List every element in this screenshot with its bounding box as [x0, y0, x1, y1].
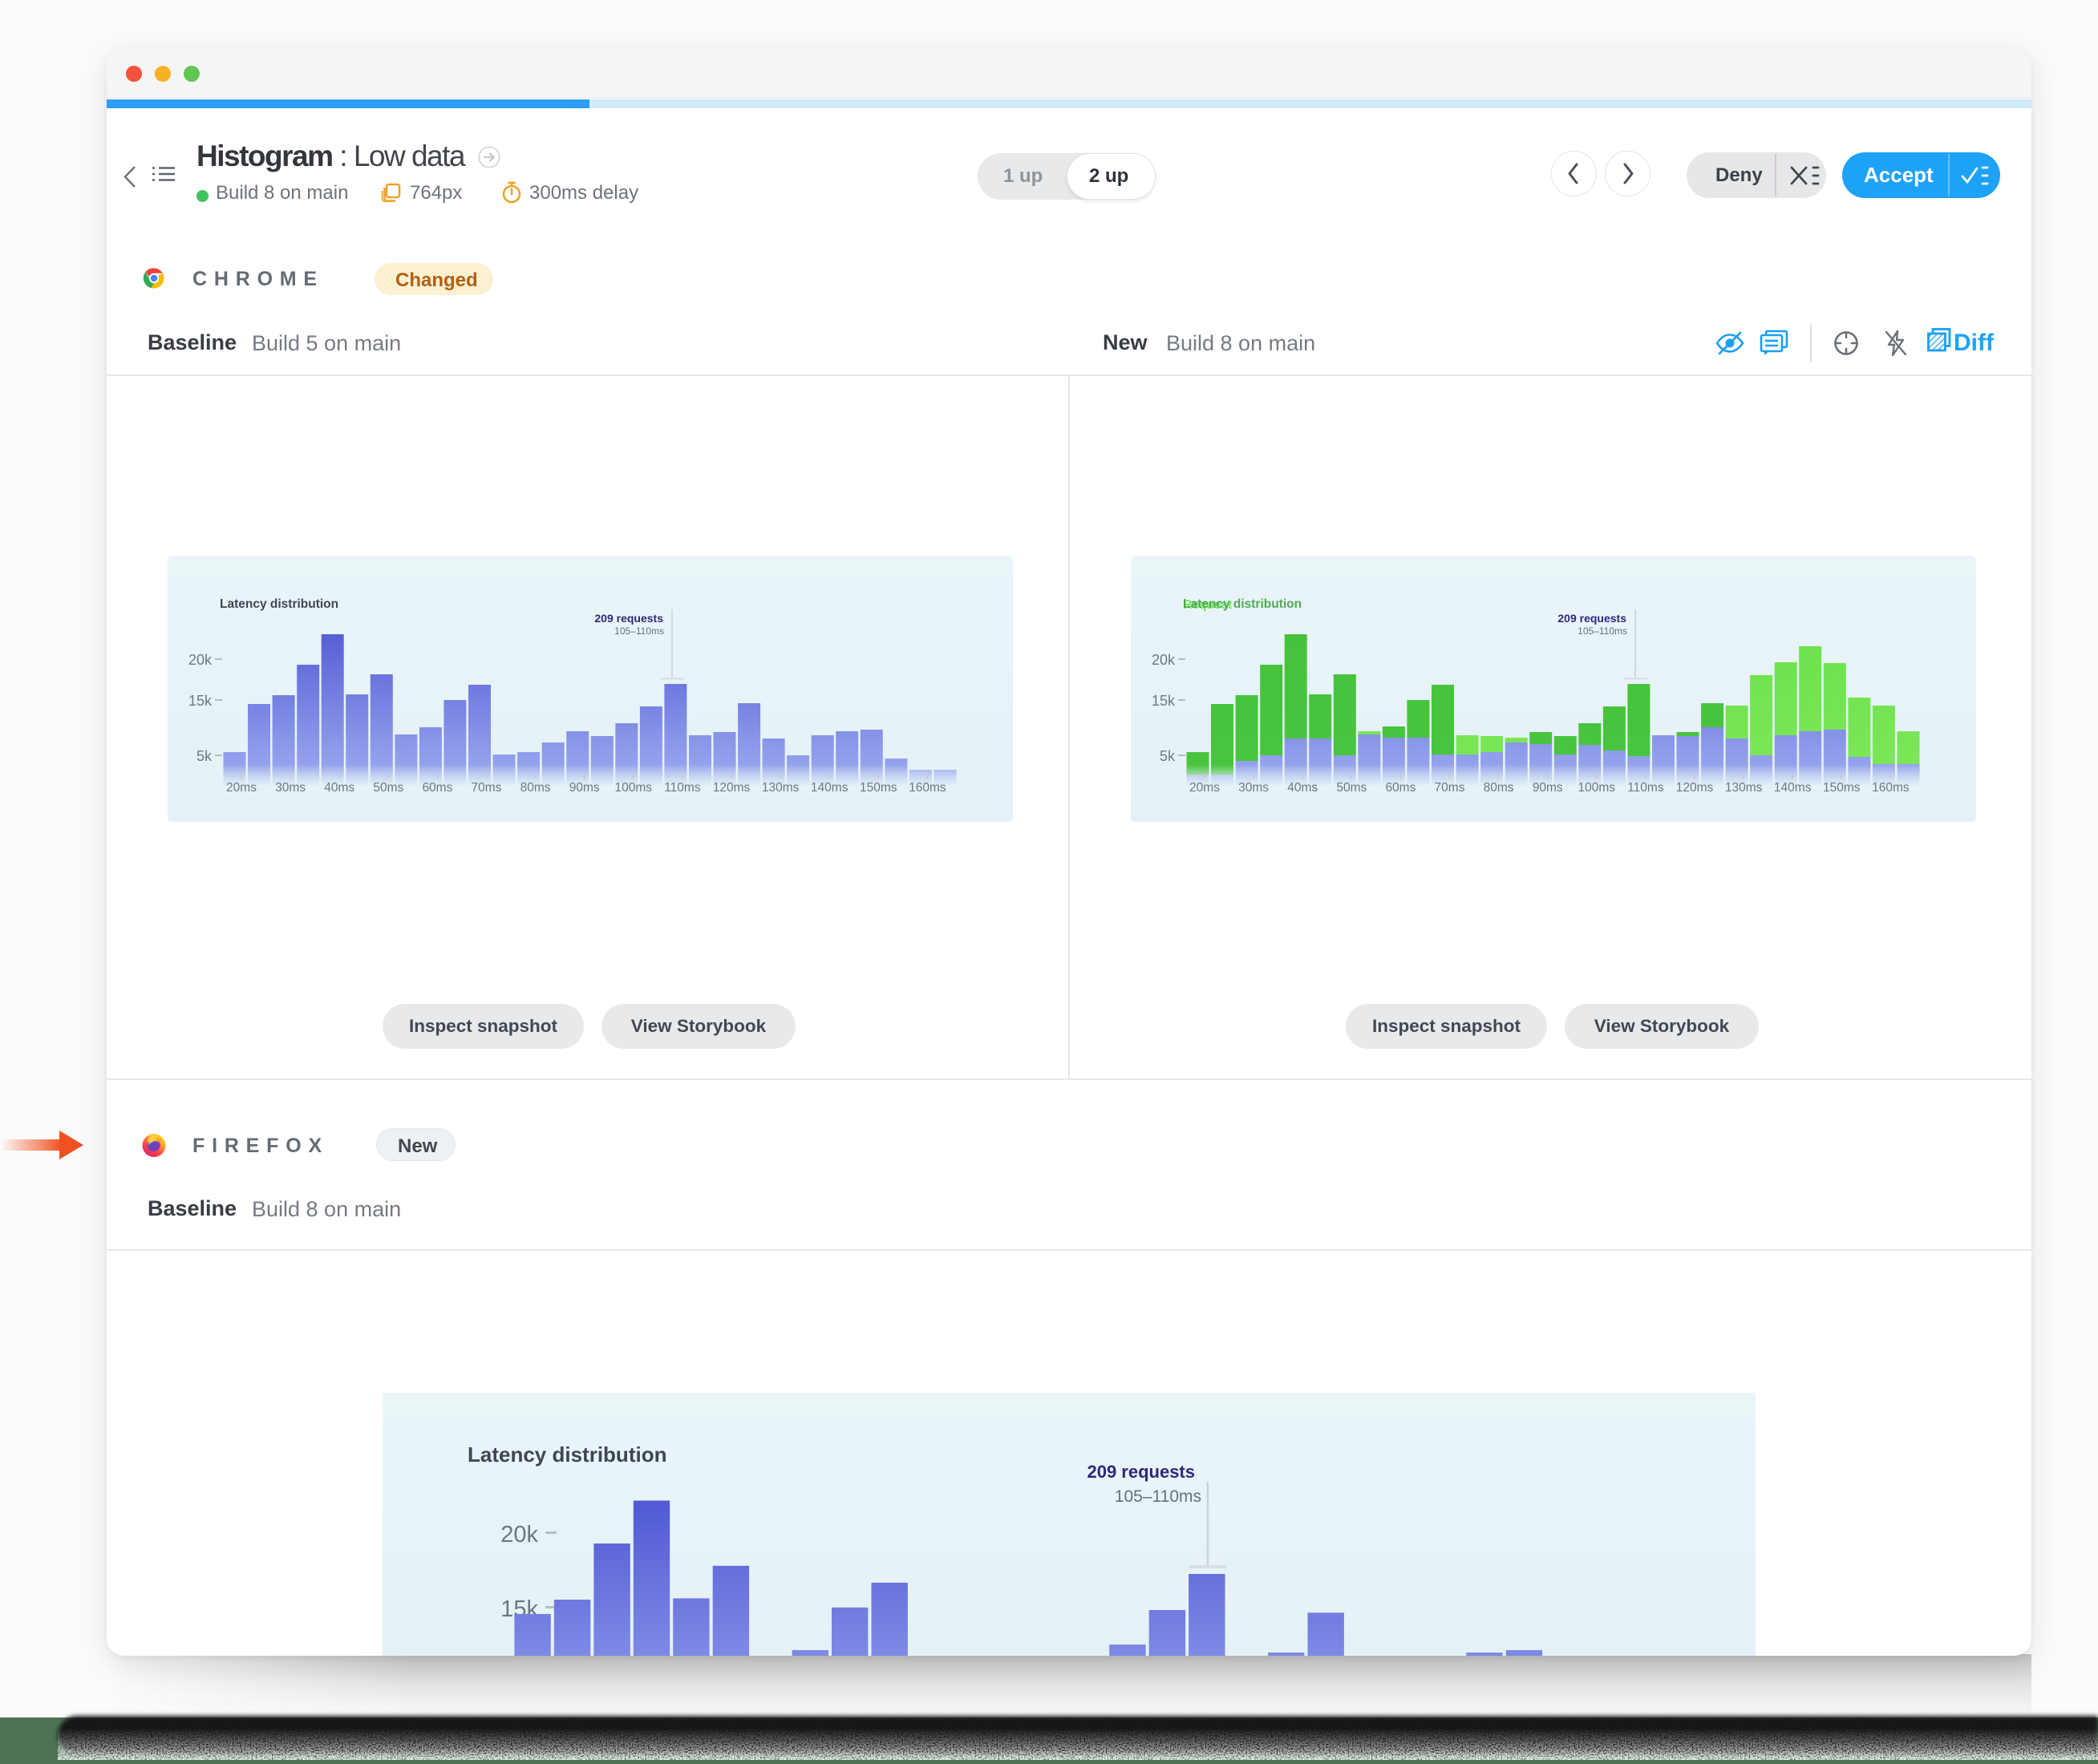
svg-text:40ms: 40ms	[324, 781, 354, 795]
svg-text:20k: 20k	[188, 652, 213, 668]
svg-text:90ms: 90ms	[569, 781, 600, 795]
svg-text:Request: Request	[1183, 598, 1232, 612]
svg-text:100ms: 100ms	[1578, 781, 1616, 795]
svg-text:5k: 5k	[196, 748, 213, 764]
svg-text:20k: 20k	[500, 1522, 538, 1548]
svg-text:70ms: 70ms	[1435, 781, 1465, 795]
svg-text:30ms: 30ms	[1238, 781, 1269, 795]
svg-text:20k: 20k	[1152, 652, 1176, 668]
svg-text:30ms: 30ms	[275, 781, 306, 795]
svg-text:5k: 5k	[1160, 748, 1176, 764]
svg-text:110ms: 110ms	[1627, 781, 1664, 795]
svg-text:40ms: 40ms	[1287, 781, 1318, 795]
svg-text:90ms: 90ms	[1533, 781, 1563, 795]
svg-text:70ms: 70ms	[472, 781, 502, 795]
svg-text:15k: 15k	[1152, 693, 1176, 709]
svg-text:160ms: 160ms	[909, 781, 946, 795]
svg-text:150ms: 150ms	[860, 781, 897, 795]
svg-text:60ms: 60ms	[422, 781, 452, 795]
svg-text:80ms: 80ms	[520, 781, 551, 795]
svg-text:50ms: 50ms	[373, 781, 403, 795]
svg-text:209 requests: 209 requests	[1087, 1462, 1195, 1482]
svg-text:150ms: 150ms	[1823, 781, 1861, 795]
svg-text:100ms: 100ms	[615, 781, 653, 795]
svg-text:120ms: 120ms	[1676, 781, 1714, 795]
svg-text:80ms: 80ms	[1484, 781, 1514, 795]
svg-text:15k: 15k	[188, 693, 213, 709]
svg-text:110ms: 110ms	[664, 781, 701, 795]
svg-text:130ms: 130ms	[1725, 781, 1763, 795]
svg-text:120ms: 120ms	[713, 781, 751, 795]
svg-text:209 requests: 209 requests	[1557, 612, 1626, 625]
svg-text:105–110ms: 105–110ms	[1578, 625, 1627, 637]
svg-text:20ms: 20ms	[1189, 781, 1220, 795]
svg-text:Latency distribution: Latency distribution	[220, 597, 338, 611]
svg-text:50ms: 50ms	[1336, 781, 1367, 795]
svg-text:105–110ms: 105–110ms	[1115, 1487, 1201, 1506]
svg-text:160ms: 160ms	[1872, 781, 1910, 795]
svg-text:105–110ms: 105–110ms	[614, 625, 664, 637]
svg-text:140ms: 140ms	[811, 781, 849, 795]
svg-text:130ms: 130ms	[762, 781, 800, 795]
svg-text:20ms: 20ms	[226, 781, 257, 795]
svg-text:Latency distribution: Latency distribution	[1183, 597, 1302, 611]
svg-text:140ms: 140ms	[1774, 781, 1812, 795]
svg-text:60ms: 60ms	[1385, 781, 1416, 795]
svg-text:209 requests: 209 requests	[594, 612, 663, 625]
svg-text:Latency distribution: Latency distribution	[468, 1442, 666, 1467]
